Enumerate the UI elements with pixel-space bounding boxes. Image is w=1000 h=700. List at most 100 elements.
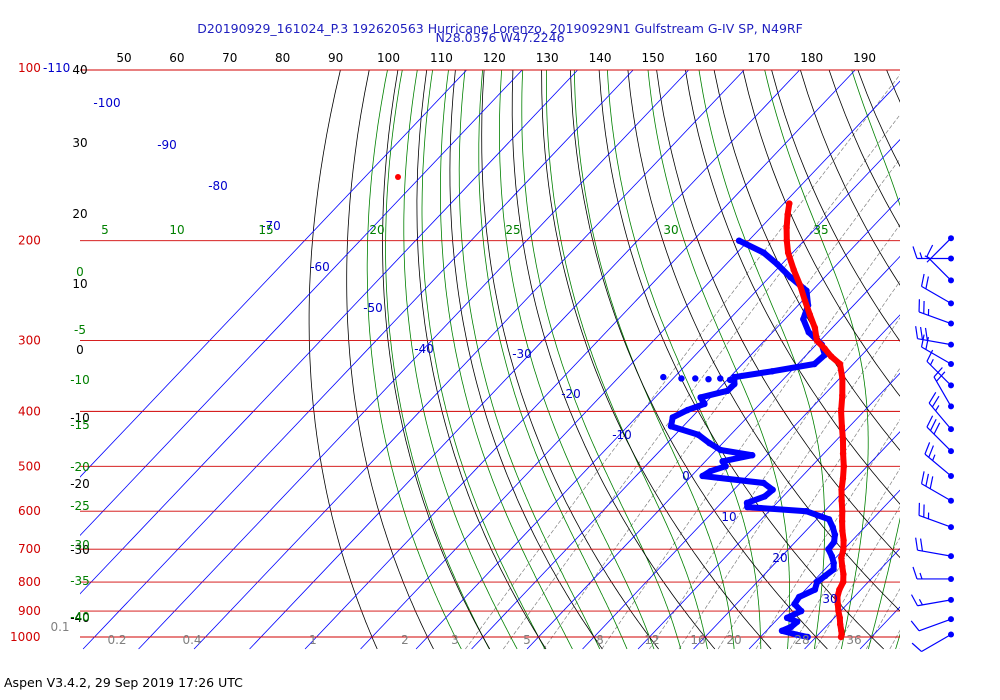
moist-adiabat-line: [521, 70, 682, 650]
moist-adiabat-label: 20: [369, 223, 384, 237]
moist-adiabat-label: -35: [70, 574, 90, 588]
dewpoint-point: [761, 493, 768, 500]
dewpoint-point: [774, 260, 781, 268]
dry-adiabat-label: 40: [72, 63, 87, 77]
temperature-point: [821, 345, 828, 352]
temperature-point: [839, 392, 846, 399]
dewpoint-point: [787, 274, 794, 281]
temperature-point: [813, 337, 821, 344]
dewpoint-point: [778, 627, 786, 634]
wind-barb: [915, 326, 954, 348]
temperature-point: [840, 537, 847, 544]
dry-adiabat-line: [857, 70, 900, 168]
temperature-point: [836, 614, 843, 622]
dewpoint-point: [769, 486, 776, 493]
mixing-ratio-line: [649, 280, 900, 650]
top-scale-label: 180: [800, 51, 823, 65]
top-scale-label: 140: [589, 51, 612, 65]
temperature-point: [836, 586, 843, 593]
temperature-point: [827, 353, 835, 360]
top-scale-label: 160: [694, 51, 717, 65]
temperature-point: [839, 437, 847, 444]
mixing-ratio-line: [899, 648, 900, 650]
footer-version: Aspen V3.4.2, 29 Sep 2019 17:26 UTC: [4, 675, 243, 690]
mixing-ratio-label: 3: [451, 633, 459, 647]
mixing-ratio-label: 1: [309, 633, 317, 647]
temperature-point: [395, 174, 401, 180]
dry-adiabat-line: [481, 70, 659, 650]
isotherm-line: [859, 606, 900, 650]
mixing-ratio-line: [717, 367, 900, 650]
moist-adiabat-line: [545, 70, 708, 650]
temperature-point: [835, 607, 842, 615]
top-scale-label: 100: [377, 51, 400, 65]
pressure-label: 100: [18, 61, 41, 75]
chart-title-line1: D20190929_161024_P.3 192620563 Hurricane…: [197, 21, 803, 36]
dry-adiabat-line: [742, 70, 900, 397]
top-scale-label: 90: [328, 51, 343, 65]
dry-adiabat-label: 10: [72, 277, 87, 291]
isotherm-line: [249, 70, 800, 650]
dewpoint-point: [791, 600, 798, 608]
dewpoint-point: [800, 315, 807, 323]
wind-barb: [920, 273, 954, 307]
dewpoint-point: [717, 446, 724, 454]
wind-barb: [915, 537, 954, 560]
dewpoint-point: [798, 607, 805, 615]
isotherm-label: -50: [363, 301, 383, 315]
pressure-label: 200: [18, 234, 41, 248]
temperature-point: [834, 593, 841, 601]
isotherm-label: -60: [310, 260, 330, 274]
temperature-point: [837, 408, 845, 415]
dewpoint-point: [719, 458, 726, 465]
mixing-ratio-label: 5: [523, 633, 531, 647]
moist-adiabat-line: [895, 633, 900, 650]
temperature-point: [838, 497, 845, 504]
wind-barb: [912, 246, 954, 262]
moist-adiabat-label: 10: [169, 223, 184, 237]
top-scale-label: 130: [536, 51, 559, 65]
temperature-profile: [395, 174, 848, 641]
top-scale-label: 190: [853, 51, 876, 65]
temperature-point: [838, 554, 845, 562]
isotherm-label: -40: [414, 342, 434, 356]
dewpoint-point: [749, 452, 756, 459]
dewpoint-point: [825, 545, 832, 553]
mixing-ratio-line: [543, 158, 900, 650]
dry-adiabat-line: [627, 70, 900, 612]
temperature-point: [836, 360, 844, 368]
temperature-point: [783, 237, 790, 244]
temperature-point: [839, 508, 846, 515]
moist-adiabat-line: [851, 70, 900, 650]
temperature-point: [790, 266, 797, 273]
moist-adiabat-line: [403, 70, 518, 650]
isotherm-label: 30: [822, 592, 837, 606]
wind-barb: [910, 594, 954, 607]
dewpoint-point: [678, 375, 685, 382]
moist-adiabat-line: [366, 70, 462, 650]
temperature-point: [784, 249, 792, 256]
dewpoint-point: [726, 376, 734, 384]
temperature-point: [839, 527, 846, 535]
dewpoint-point: [795, 593, 803, 601]
mixing-ratio-label: 12: [644, 633, 659, 647]
temperature-point: [837, 621, 844, 628]
pressure-label: 300: [18, 334, 41, 348]
moist-adiabat-line: [458, 70, 601, 650]
temperature-point: [806, 311, 814, 318]
dry-adiabat-line: [973, 70, 1000, 649]
dewpoint-point: [705, 375, 712, 383]
isotherm-line: [193, 70, 745, 650]
dewpoint-point: [724, 387, 731, 395]
moist-adiabat-label: 5: [101, 223, 109, 237]
top-scale-label: 170: [747, 51, 770, 65]
isotherm-label: 0: [682, 469, 690, 483]
top-scale-label: 120: [483, 51, 506, 65]
pressure-label: 1000: [10, 630, 41, 644]
dewpoint-point: [831, 531, 839, 538]
dewpoint-point: [787, 623, 795, 631]
dry-adiabat-label: -20: [70, 477, 90, 491]
wind-barb: [910, 616, 954, 632]
moist-adiabat-line: [478, 70, 628, 650]
